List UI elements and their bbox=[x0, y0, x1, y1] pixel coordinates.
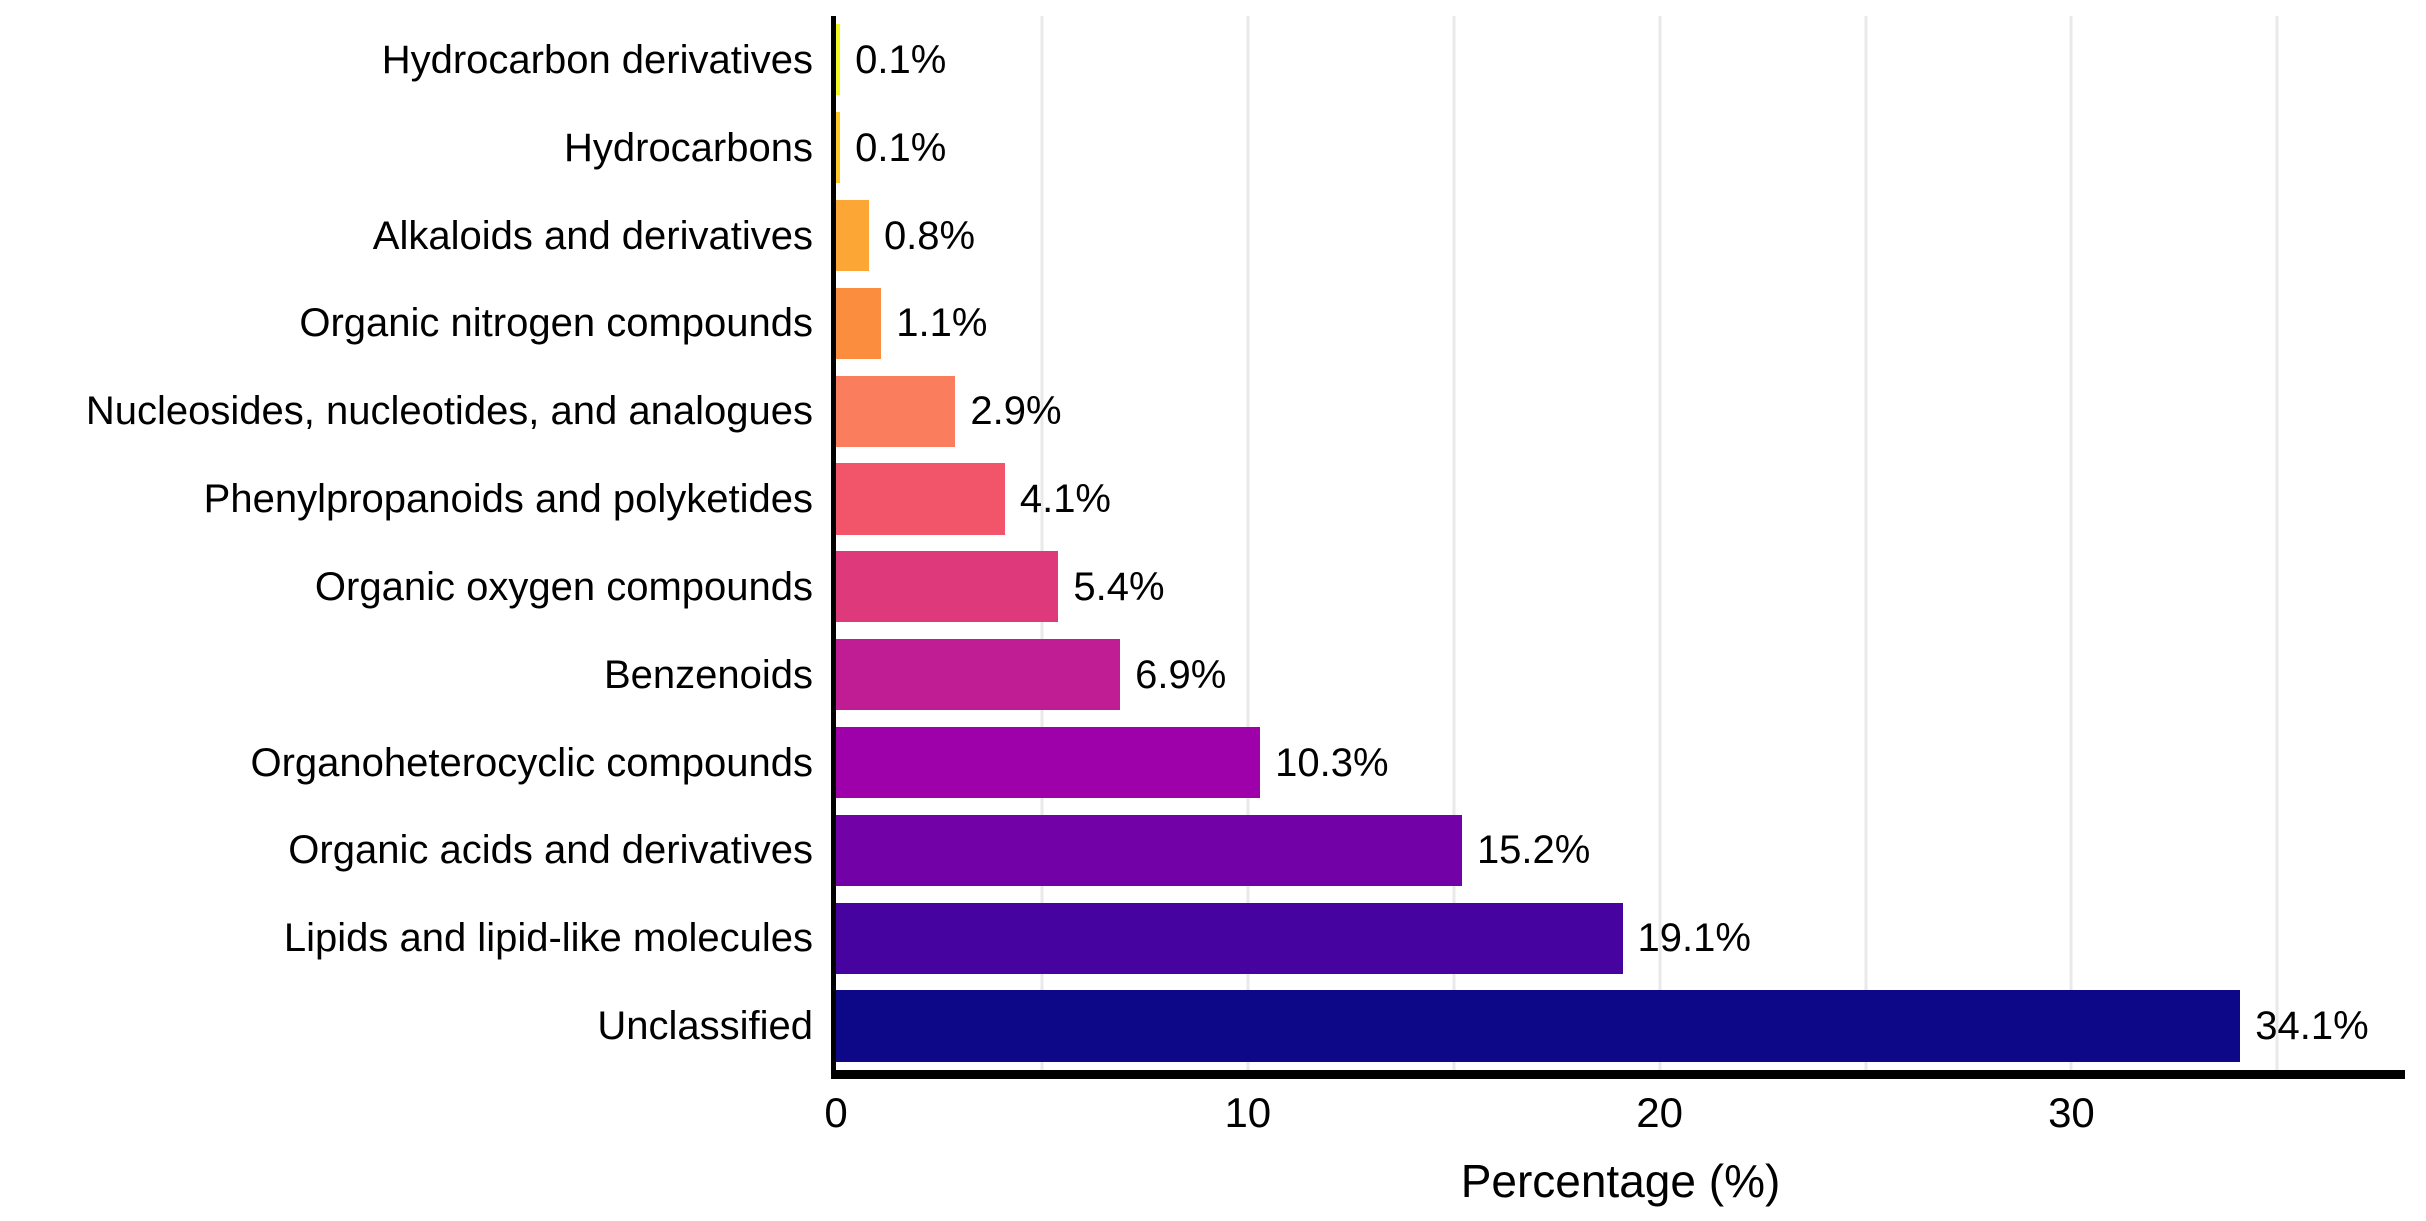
x-axis-tick-labels: 0 10 20 30 bbox=[824, 1089, 2405, 1144]
value-label: 0.1% bbox=[855, 37, 947, 82]
value-label: 6.9% bbox=[1135, 652, 1227, 697]
value-label: 34.1% bbox=[2255, 1004, 2369, 1049]
bar-row: 5.4% bbox=[836, 543, 2405, 631]
category-row: Hydrocarbons bbox=[0, 104, 813, 192]
bar-organic-acids-and-derivatives bbox=[836, 814, 1462, 886]
category-label: Alkaloids and derivatives bbox=[372, 213, 813, 258]
value-label: 0.8% bbox=[883, 213, 976, 258]
category-row: Phenylpropanoids and polyketides bbox=[0, 455, 813, 543]
category-row: Nucleosides, nucleotides, and analogues bbox=[0, 367, 813, 455]
gridline-layer bbox=[836, 16, 2405, 1070]
category-row: Lipids and lipid-like molecules bbox=[0, 894, 813, 982]
bar-organic-oxygen-compounds bbox=[836, 551, 1059, 623]
gridline-10 bbox=[1246, 16, 1250, 1070]
category-label: Hydrocarbon derivatives bbox=[381, 37, 813, 82]
category-row: Organic nitrogen compounds bbox=[0, 279, 813, 367]
category-label: Organic oxygen compounds bbox=[314, 564, 813, 609]
bar-hydrocarbons bbox=[836, 112, 841, 184]
bar-hydrocarbon-derivatives bbox=[836, 24, 841, 96]
category-label: Benzenoids bbox=[603, 652, 813, 697]
category-row: Organoheterocyclic compounds bbox=[0, 719, 813, 807]
category-label: Organic nitrogen compounds bbox=[299, 301, 813, 346]
bar-row: 4.1% bbox=[836, 455, 2405, 543]
category-label: Nucleosides, nucleotides, and analogues bbox=[85, 389, 813, 434]
value-label: 2.9% bbox=[970, 389, 1062, 434]
value-label: 10.3% bbox=[1275, 740, 1389, 785]
category-row: Alkaloids and derivatives bbox=[0, 192, 813, 280]
category-label: Lipids and lipid-like molecules bbox=[283, 916, 813, 961]
value-label: 15.2% bbox=[1476, 828, 1591, 873]
bar-row: 0.1% bbox=[836, 104, 2405, 192]
category-label: Organoheterocyclic compounds bbox=[250, 740, 813, 785]
bar-benzenoids bbox=[836, 639, 1121, 711]
value-label: 0.1% bbox=[855, 125, 947, 170]
category-row: Organic oxygen compounds bbox=[0, 543, 813, 631]
bar-nucleosides-nucleotides-and-analogues bbox=[836, 375, 956, 447]
bar-row: 0.1% bbox=[836, 16, 2405, 104]
category-row: Organic acids and derivatives bbox=[0, 806, 813, 894]
bar-organoheterocyclic-compounds bbox=[836, 726, 1261, 799]
x-tick-label-30: 30 bbox=[2048, 1089, 2095, 1136]
bar-row: 2.9% bbox=[836, 367, 2405, 455]
bar-row: 34.1% bbox=[836, 982, 2405, 1070]
value-label: 4.1% bbox=[1019, 477, 1111, 522]
bars-layer: 0.1% 0.1% 0.8% 1.1% 2.9% 4.1% 5.4% 6.9% 10.3% 15.… bbox=[836, 16, 2405, 1070]
bar-lipids-and-lipid-like-molecules bbox=[836, 902, 1623, 974]
category-label: Hydrocarbons bbox=[563, 125, 813, 170]
value-label: 5.4% bbox=[1073, 564, 1165, 609]
bar-organic-nitrogen-compounds bbox=[836, 287, 882, 359]
category-label: Organic acids and derivatives bbox=[288, 828, 813, 873]
category-label: Unclassified bbox=[597, 1004, 813, 1049]
bar-row: 19.1% bbox=[836, 894, 2405, 982]
x-axis-title: Percentage (%) bbox=[1460, 1155, 1781, 1207]
gridline-5 bbox=[1040, 16, 1044, 1070]
category-row: Hydrocarbon derivatives bbox=[0, 16, 813, 104]
category-label: Phenylpropanoids and polyketides bbox=[203, 477, 813, 522]
x-tick-label-10: 10 bbox=[1224, 1089, 1272, 1136]
plot-area: 0.1% 0.1% 0.8% 1.1% 2.9% 4.1% 5.4% 6.9% 10.3% 15.… bbox=[831, 16, 2405, 1079]
bar-phenylpropanoids-and-polyketides bbox=[836, 463, 1005, 535]
gridline-35 bbox=[2275, 16, 2279, 1070]
bar-row: 6.9% bbox=[836, 631, 2405, 719]
gridline-15 bbox=[1452, 16, 1456, 1070]
category-row: Benzenoids bbox=[0, 631, 813, 719]
value-label: 19.1% bbox=[1637, 916, 1751, 961]
bar-row: 15.2% bbox=[836, 806, 2405, 894]
gridline-30 bbox=[2069, 16, 2073, 1070]
x-tick-label-0: 0 bbox=[824, 1089, 848, 1136]
bar-row: 10.3% bbox=[836, 719, 2405, 807]
gridline-20 bbox=[1658, 16, 1662, 1070]
x-tick-label-20: 20 bbox=[1636, 1089, 1683, 1136]
value-label: 1.1% bbox=[896, 301, 988, 346]
category-row: Unclassified bbox=[0, 982, 813, 1070]
bar-unclassified bbox=[836, 990, 2241, 1062]
category-axis-labels: Hydrocarbon derivatives Hydrocarbons Alkal… bbox=[0, 16, 813, 1070]
bar-row: 0.8% bbox=[836, 192, 2405, 280]
bar-alkaloids-and-derivatives bbox=[836, 199, 869, 272]
bar-row: 1.1% bbox=[836, 279, 2405, 367]
gridline-25 bbox=[1864, 16, 1868, 1070]
